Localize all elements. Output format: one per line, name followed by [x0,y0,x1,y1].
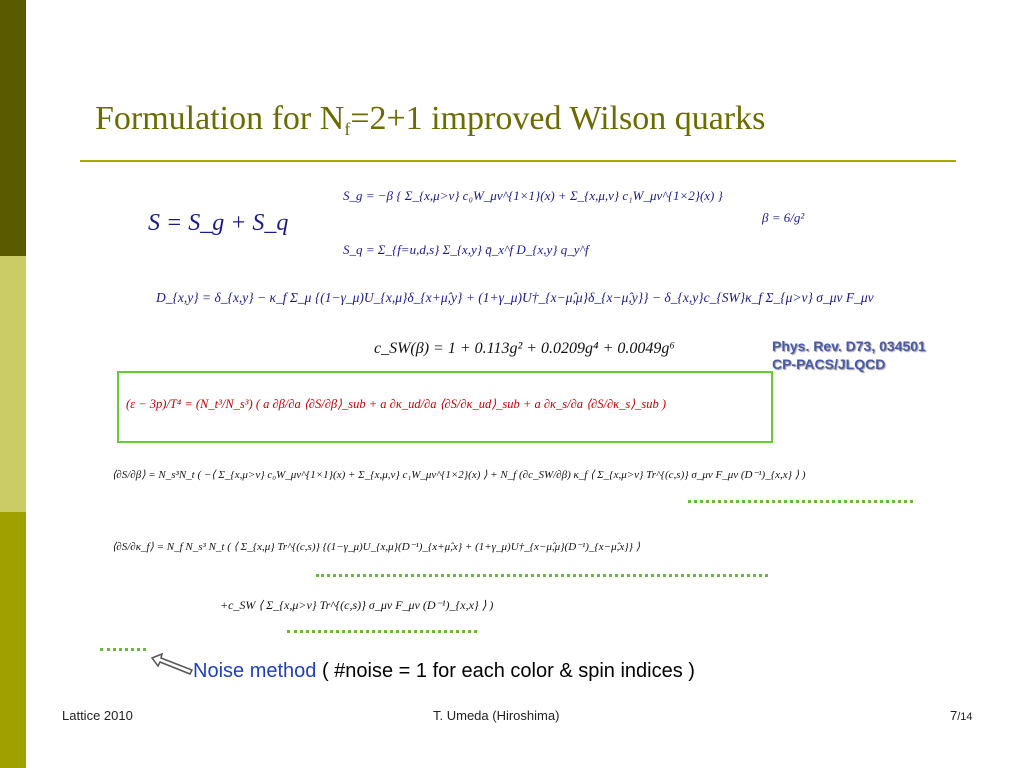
noise-method-keyword: Noise method [193,660,317,682]
noise-method-description: ( #noise = 1 for each color & spin indic… [316,660,695,682]
title-main: Formulation for N [95,100,345,137]
title-subscript: f [344,119,351,139]
sidebar-block-dark [0,0,26,256]
dotted-underline-3 [287,630,477,633]
dotted-underline-1 [688,500,913,503]
title-rest: =2+1 improved Wilson quarks [350,100,766,137]
footer-page-number: 7/14 [950,708,973,723]
page-current: 7 [950,708,958,723]
equation-action-total: S = S_g + S_q [148,210,289,236]
equation-quark-action: S_q = Σ_{f=u,d,s} Σ_{x,y} q̄_x^f D_{x,y}… [343,242,589,257]
equation-dS-dbeta: ⟨∂S/∂β⟩ = N_s³N_t ( −⟨ Σ_{x,μ>ν} c₀W_μν^… [112,469,806,481]
equation-beta-definition: β = 6/g² [762,210,805,225]
reference-collaboration: CP-PACS/JLQCD [772,356,886,372]
page-total: /14 [957,711,973,723]
equation-gauge-action: S_g = −β { Σ_{x,μ>ν} c₀W_μν^{1×1}(x) + Σ… [343,188,723,203]
trace-anomaly-box [117,371,773,443]
slide-title: Formulation for Nf=2+1 improved Wilson q… [95,100,765,140]
equation-dS-dkappa-line2: +c_SW ⟨ Σ_{x,μ>ν} Tr^{(c,s)} σ_μν F_μν (… [220,598,494,612]
footer-author: T. Umeda (Hiroshima) [433,708,560,723]
equation-dirac-operator: D_{x,y} = δ_{x,y} − κ_f Σ_μ {(1−γ_μ)U_{x… [156,290,874,305]
dotted-legend-sample [100,648,146,651]
footer-conference: Lattice 2010 [62,708,133,723]
sidebar-stripe [0,0,26,768]
sidebar-block-light [0,256,26,512]
sidebar-block-mid [0,512,26,768]
outline-arrow-icon [150,652,194,675]
title-divider [80,160,956,162]
equation-trace-anomaly: (ε − 3p)/T⁴ = (N_t³/N_s³) ( a ∂β/∂a ⟨∂S/… [126,397,667,411]
reference-journal: Phys. Rev. D73, 034501 [772,338,926,354]
equation-dS-dkappa-line1: ⟨∂S/∂κ_f⟩ = N_f N_s³ N_t ( ⟨ Σ_{x,μ} Tr^… [112,541,641,553]
noise-method-note: Noise method ( #noise = 1 for each color… [193,660,695,683]
dotted-underline-2 [316,574,768,577]
equation-csw: c_SW(β) = 1 + 0.113g² + 0.0209g⁴ + 0.004… [374,340,675,357]
